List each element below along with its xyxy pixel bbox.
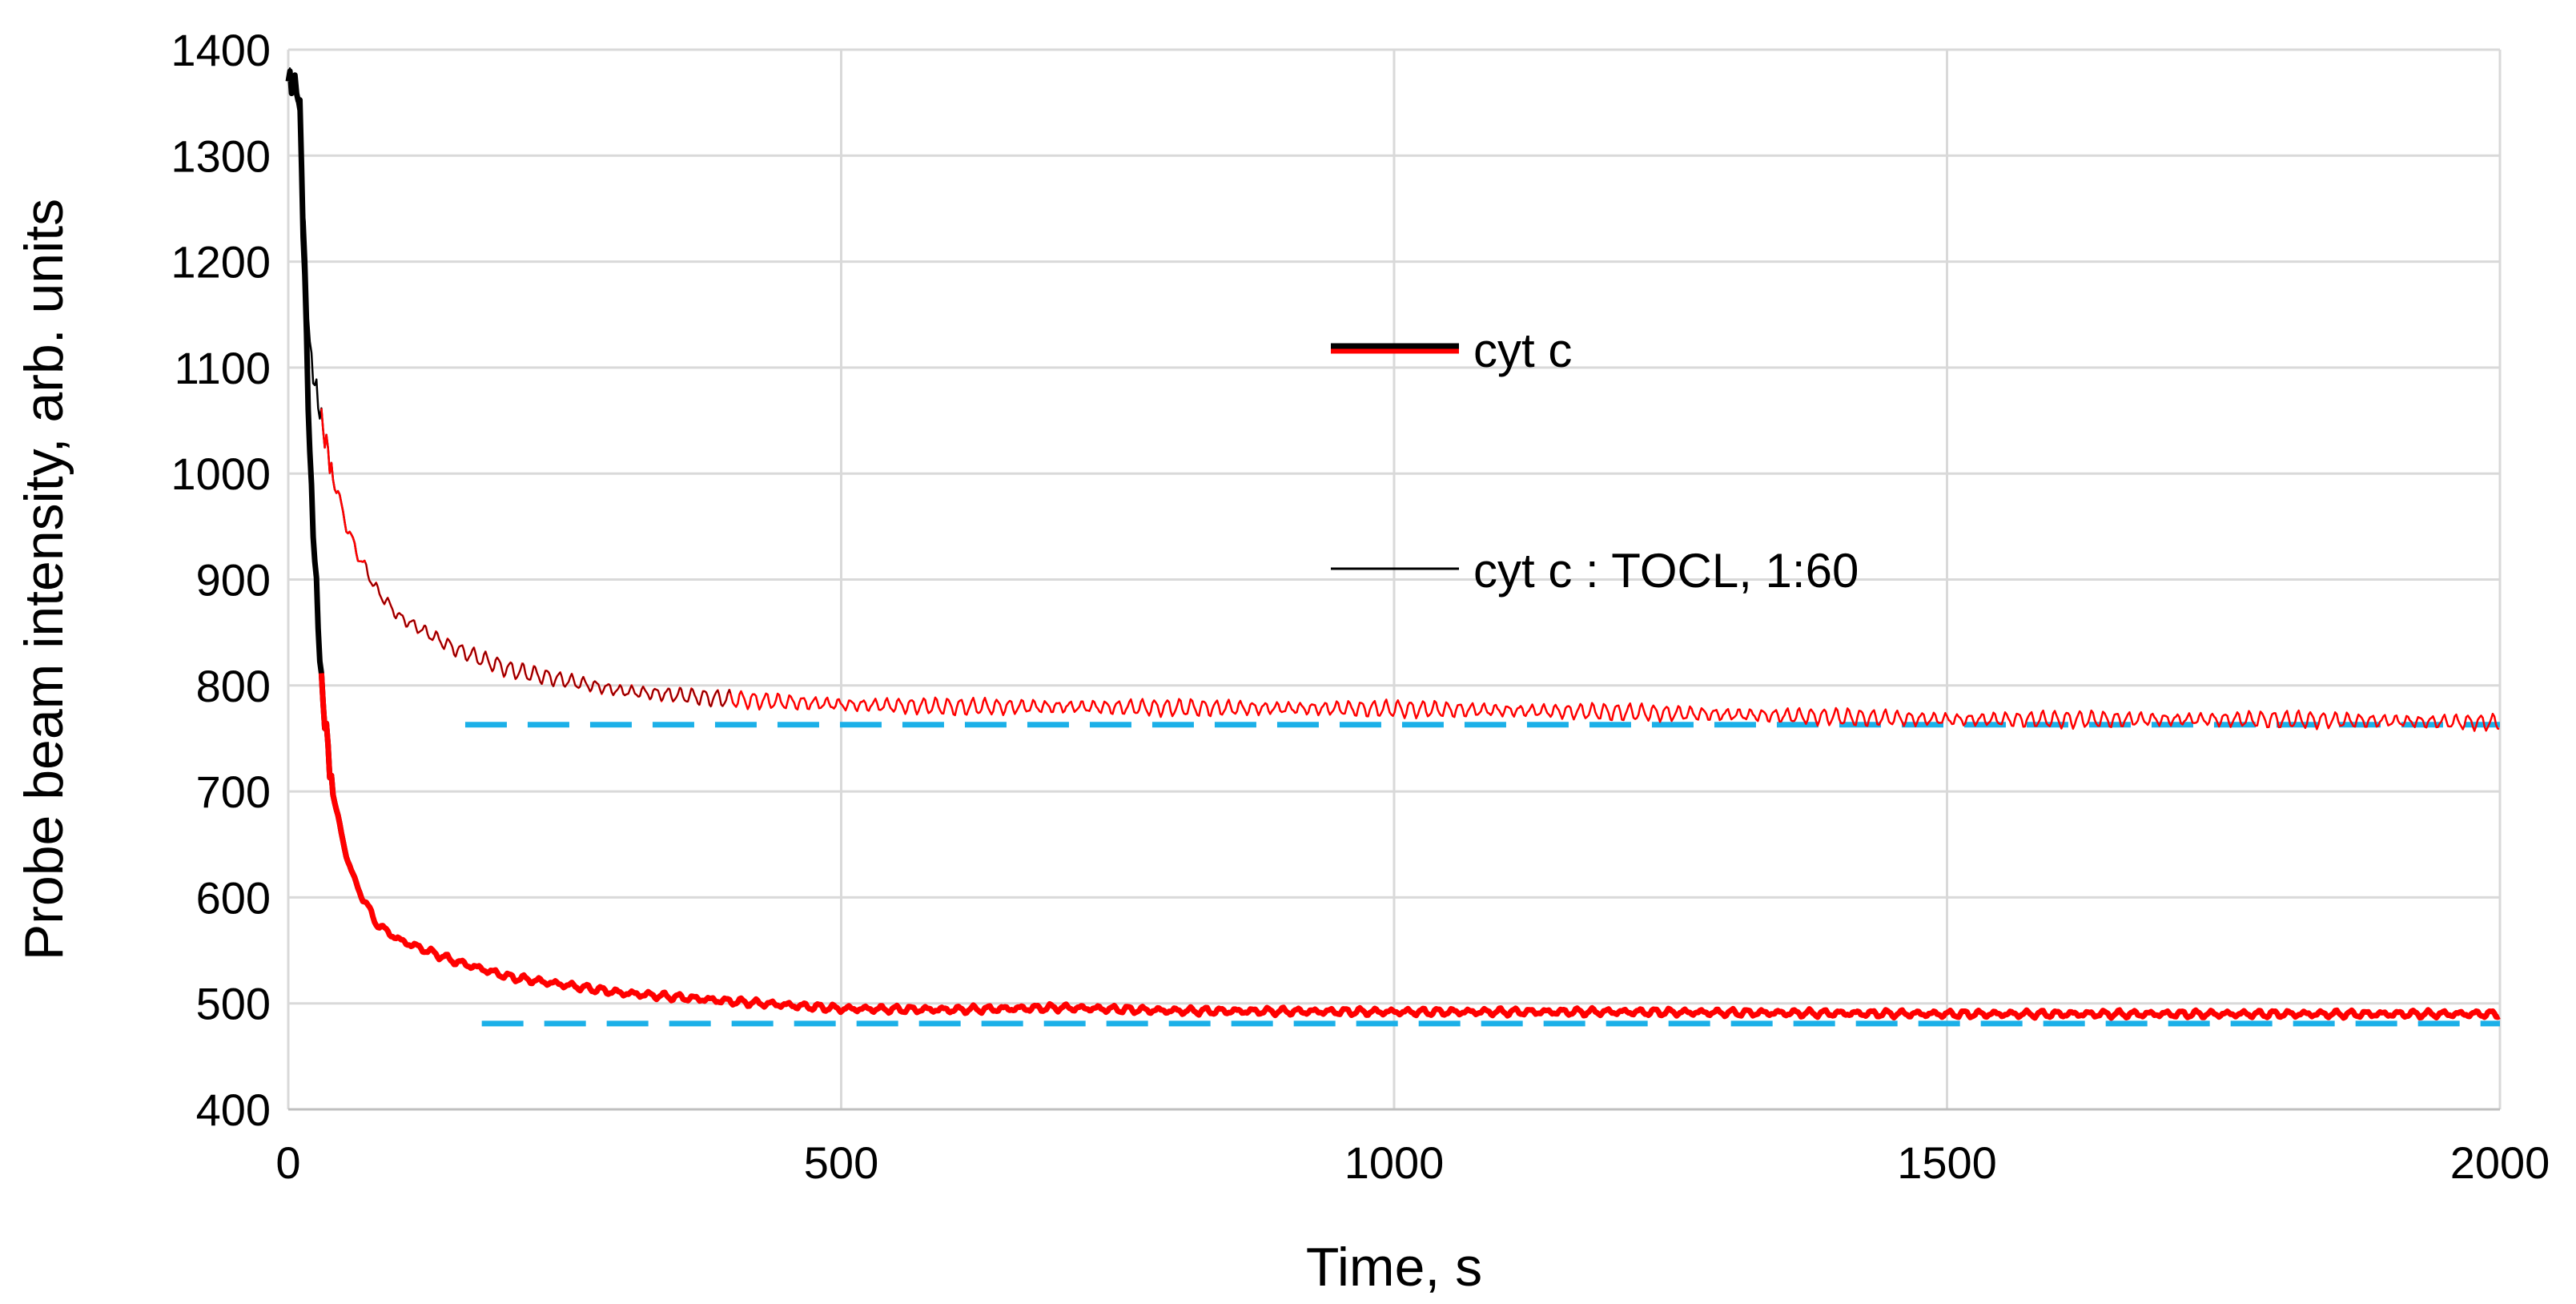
y-tick-label: 1300: [171, 131, 271, 181]
series-lines: [285, 67, 2501, 1021]
y-tick-label: 1200: [171, 237, 271, 288]
axes: 400 500 600 700 800 900 1000 1100 1200 1300 1400 0 5…: [171, 25, 2550, 1188]
reference-lines: [464, 722, 2500, 1027]
x-axis-title: Time, s: [1306, 1237, 1482, 1298]
x-tick-label: 1000: [1344, 1137, 1445, 1188]
y-tick-label: 800: [196, 661, 271, 711]
legend: cyt c cyt c : TOCL, 1:60: [1331, 324, 1859, 598]
series-line-early: [285, 68, 366, 905]
y-tick-label: 900: [196, 555, 271, 606]
y-tick-label: 500: [196, 979, 271, 1029]
x-tick-label: 500: [804, 1137, 878, 1188]
legend-label-cyt-c-tocl: cyt c : TOCL, 1:60: [1473, 544, 1859, 598]
legend-label-cyt-c: cyt c: [1473, 324, 1572, 377]
series-line: [318, 673, 2501, 1021]
y-tick-label: 1400: [171, 25, 271, 75]
y-tick-label: 1000: [171, 449, 271, 499]
x-tick-label: 0: [275, 1137, 300, 1188]
y-tick-label: 400: [196, 1085, 271, 1135]
grid: [287, 48, 2502, 1111]
legend-item-cyt-c: cyt c: [1331, 324, 1572, 377]
x-tick-label: 2000: [2450, 1137, 2550, 1188]
y-tick-label: 700: [196, 767, 271, 817]
legend-item-cyt-c-tocl: cyt c : TOCL, 1:60: [1331, 544, 1859, 598]
y-tick-label: 1100: [175, 343, 271, 393]
y-axis-title: Probe beam intensity, arb. units: [14, 199, 74, 960]
x-tick-label: 1500: [1897, 1137, 1997, 1188]
y-tick-label: 600: [196, 872, 271, 923]
series-line-overlay: [364, 561, 732, 708]
